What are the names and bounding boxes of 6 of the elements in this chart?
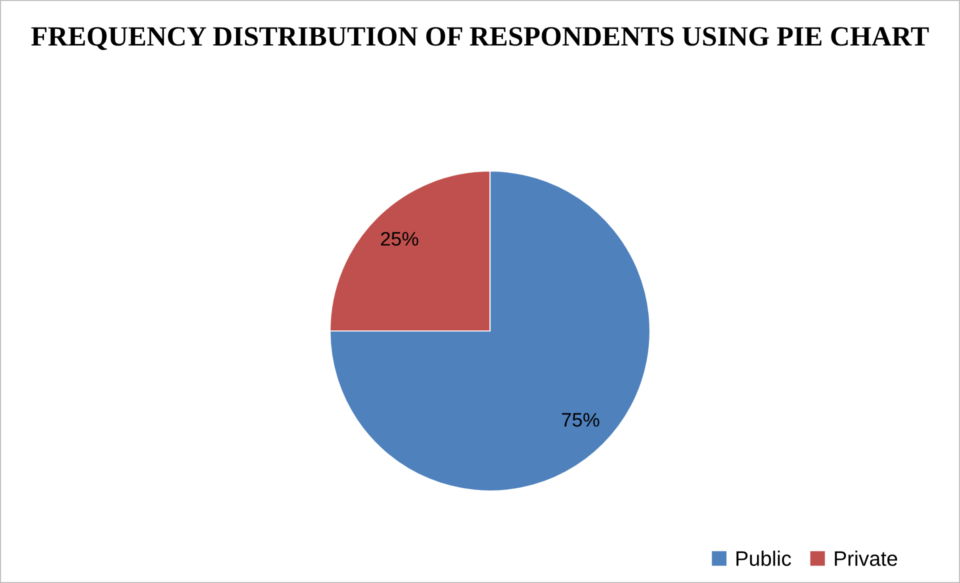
chart-title: FREQUENCY DISTRIBUTION OF RESPONDENTS USING PIE CHART <box>31 27 929 50</box>
pie-slice <box>329 170 651 492</box>
data-label: 75% <box>562 413 600 427</box>
legend-label: Private <box>834 550 898 566</box>
legend-label: Public <box>736 550 791 566</box>
data-label: 25% <box>381 232 418 246</box>
